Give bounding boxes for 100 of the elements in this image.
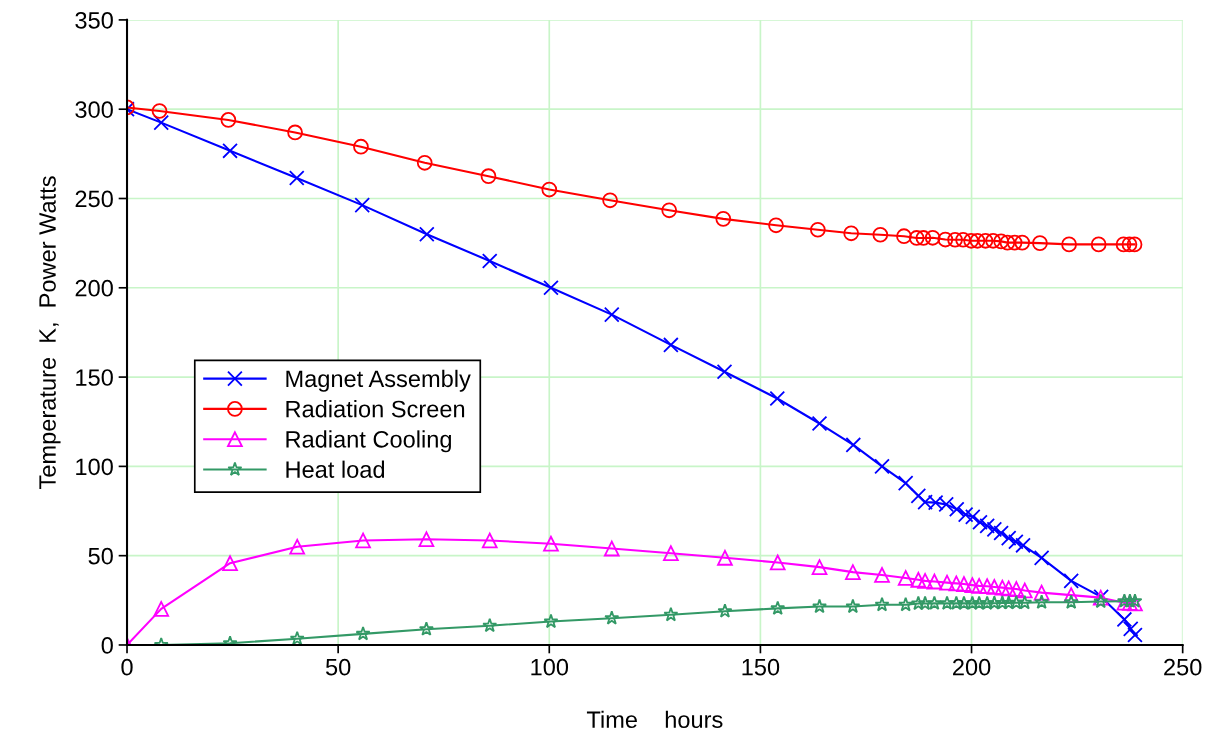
legend-label: Radiation Screen	[286, 400, 465, 418]
point	[1000, 530, 1017, 547]
point	[661, 202, 678, 219]
point	[222, 142, 238, 159]
x-axis-title: Time hours	[586, 710, 723, 729]
point	[898, 596, 914, 612]
point	[977, 232, 994, 249]
point	[897, 475, 914, 492]
point	[964, 577, 981, 593]
point	[355, 626, 371, 641]
y-tick-label: 50	[88, 547, 113, 565]
point	[972, 514, 988, 531]
point	[937, 231, 954, 248]
y-tick-label: 150	[76, 369, 113, 386]
point	[845, 564, 861, 580]
point	[872, 226, 889, 243]
point	[416, 154, 433, 171]
y-axis-title: Temperature K, Power Watts	[39, 176, 61, 489]
y-tick-label: 100	[76, 458, 113, 476]
point	[288, 170, 305, 186]
point	[289, 630, 305, 645]
point	[917, 573, 933, 589]
point	[956, 576, 972, 592]
point	[602, 192, 618, 209]
point	[716, 363, 733, 380]
point	[543, 613, 559, 629]
point	[1093, 593, 1109, 609]
point	[910, 487, 927, 504]
point	[979, 578, 996, 595]
point	[603, 540, 620, 557]
point	[948, 501, 965, 518]
point	[354, 197, 371, 213]
point	[917, 595, 933, 611]
point	[1090, 236, 1107, 253]
y-tick-label: 0	[101, 637, 113, 654]
point	[222, 555, 238, 572]
point	[543, 279, 559, 296]
point	[1017, 594, 1033, 610]
point	[604, 610, 620, 625]
point	[971, 578, 987, 594]
point	[480, 168, 497, 185]
point	[1126, 236, 1143, 253]
x-tick-label: 0	[121, 658, 133, 676]
point	[985, 232, 1001, 249]
point	[979, 595, 995, 610]
x-tick-label: 150	[742, 658, 780, 676]
point	[955, 231, 971, 248]
point	[926, 595, 942, 610]
point	[1001, 595, 1017, 610]
point	[418, 226, 435, 243]
point	[897, 570, 914, 586]
point	[1121, 236, 1138, 253]
point	[1115, 236, 1132, 253]
point	[1000, 580, 1017, 597]
point	[151, 103, 168, 119]
point	[964, 595, 980, 610]
x-tick-label: 50	[325, 658, 351, 676]
point	[541, 181, 558, 198]
point	[994, 595, 1010, 610]
point	[770, 600, 786, 615]
point	[482, 617, 498, 633]
y-tick-label: 350	[75, 11, 113, 29]
point	[986, 521, 1003, 538]
point	[663, 606, 679, 622]
point	[915, 230, 932, 246]
point	[717, 549, 733, 566]
point	[1033, 549, 1050, 566]
point	[971, 595, 987, 610]
point	[603, 306, 620, 323]
point	[717, 603, 733, 618]
point	[1127, 593, 1143, 608]
point	[993, 233, 1009, 250]
legend-label: Radiant Cooling	[286, 430, 451, 453]
point	[355, 532, 371, 549]
point	[1034, 594, 1050, 609]
point	[947, 231, 963, 248]
point	[908, 230, 925, 246]
point	[845, 437, 862, 453]
point	[948, 595, 964, 610]
point	[220, 112, 237, 128]
point	[1008, 581, 1025, 597]
point	[1006, 234, 1023, 251]
point	[1014, 234, 1031, 251]
point	[811, 559, 828, 575]
point	[969, 232, 986, 249]
point	[979, 518, 996, 534]
point	[153, 601, 170, 617]
point	[543, 535, 559, 552]
point	[964, 509, 981, 525]
point	[957, 506, 974, 523]
y-tick-label: 250	[75, 190, 113, 208]
point	[910, 595, 926, 611]
point	[768, 217, 784, 234]
point	[956, 595, 972, 610]
point	[353, 138, 369, 155]
point	[963, 232, 979, 249]
point	[1063, 573, 1080, 589]
point	[874, 567, 890, 583]
point	[874, 458, 890, 475]
point	[289, 538, 306, 555]
